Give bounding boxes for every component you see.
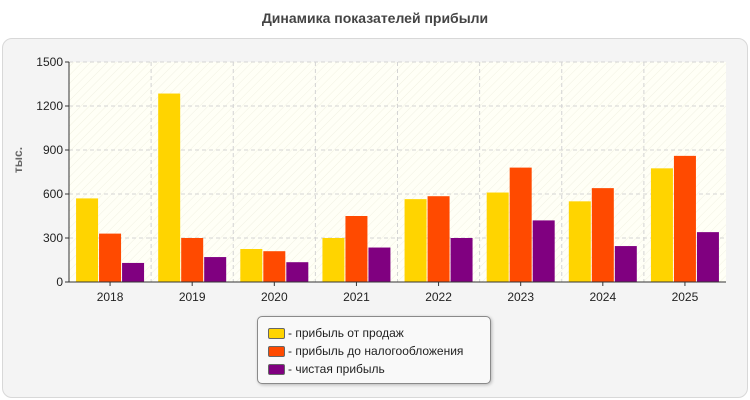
bar-pretax-2022 xyxy=(427,196,450,282)
legend: - прибыль от продаж - прибыль до налогоо… xyxy=(257,316,491,384)
x-tick-label: 2021 xyxy=(343,290,370,304)
legend-item-net: - чистая прибыль xyxy=(268,361,385,377)
y-tick-label: 300 xyxy=(43,231,63,245)
legend-label-pretax: прибыль до налогообложения xyxy=(295,344,464,358)
bar-net-2025 xyxy=(696,232,719,282)
bar-net-2021 xyxy=(368,247,391,282)
bar-sales-2024 xyxy=(568,201,591,282)
bar-sales-2022 xyxy=(404,199,427,282)
bar-pretax-2025 xyxy=(673,155,696,282)
y-tick-label: 600 xyxy=(43,187,63,201)
bar-pretax-2019 xyxy=(181,238,204,282)
bar-sales-2018 xyxy=(76,198,99,282)
y-tick-label: 0 xyxy=(56,275,63,289)
bar-pretax-2021 xyxy=(345,216,368,282)
bar-net-2023 xyxy=(532,220,555,282)
x-tick-label: 2019 xyxy=(179,290,206,304)
legend-item-sales: - прибыль от продаж xyxy=(268,325,404,341)
bar-sales-2019 xyxy=(158,93,181,283)
y-axis-label: тыс. xyxy=(11,147,25,173)
x-tick-label: 2018 xyxy=(97,290,124,304)
bar-sales-2020 xyxy=(240,249,263,282)
x-tick-label: 2020 xyxy=(261,290,288,304)
x-tick-label: 2022 xyxy=(425,290,452,304)
bar-net-2024 xyxy=(614,246,637,282)
y-tick-label: 1200 xyxy=(36,99,63,113)
x-tick-label: 2025 xyxy=(672,290,699,304)
bar-net-2020 xyxy=(286,262,309,282)
legend-swatch-sales xyxy=(268,327,285,339)
bar-net-2022 xyxy=(450,238,473,282)
bar-pretax-2018 xyxy=(99,233,122,282)
bar-net-2018 xyxy=(122,262,145,282)
legend-label-sales: прибыль от продаж xyxy=(295,326,404,340)
bar-sales-2025 xyxy=(650,168,673,282)
bar-sales-2021 xyxy=(322,238,345,282)
legend-swatch-pretax xyxy=(268,345,285,357)
bar-sales-2023 xyxy=(486,192,509,282)
x-tick-label: 2023 xyxy=(507,290,534,304)
bar-pretax-2023 xyxy=(509,167,532,282)
legend-swatch-net xyxy=(268,363,285,375)
x-tick-label: 2024 xyxy=(589,290,616,304)
y-tick-label: 1500 xyxy=(36,55,63,69)
legend-label-net: чистая прибыль xyxy=(295,362,385,376)
bar-pretax-2024 xyxy=(591,188,614,282)
bar-net-2019 xyxy=(204,257,227,282)
legend-item-pretax: - прибыль до налогообложения xyxy=(268,343,463,359)
chart-title: Динамика показателей прибыли xyxy=(261,10,489,26)
bar-pretax-2020 xyxy=(263,251,286,282)
y-tick-label: 900 xyxy=(43,143,63,157)
